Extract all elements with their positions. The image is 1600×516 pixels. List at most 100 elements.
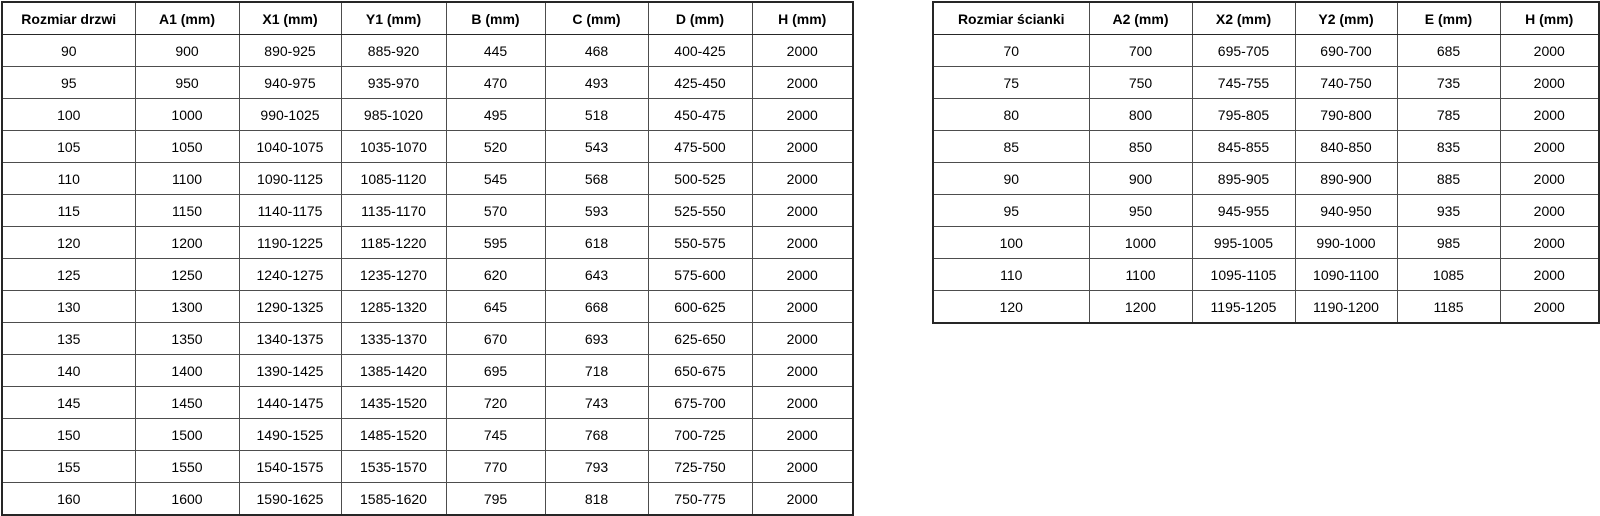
table-cell: 2000 bbox=[1499, 98, 1600, 131]
table-row: 140 1400 1390-1425 1385-1420 695 718 650-675 20… bbox=[1, 354, 854, 387]
table-cell: 643 bbox=[544, 258, 649, 291]
table-cell: 2000 bbox=[1499, 34, 1600, 67]
table-cell: 145 bbox=[1, 386, 136, 419]
table-cell: 2000 bbox=[751, 482, 854, 516]
table-cell: 940-975 bbox=[238, 66, 342, 99]
table-cell: 950 bbox=[1088, 194, 1193, 227]
table-cell: 1235-1270 bbox=[340, 258, 447, 291]
table-cell: 80 bbox=[932, 98, 1090, 131]
table-cell: 468 bbox=[544, 34, 649, 67]
table-cell: 890-900 bbox=[1294, 162, 1398, 195]
table-row: 120 1200 1195-1205 1190-1200 1185 2000 bbox=[932, 290, 1600, 324]
table-row: 150 1500 1490-1525 1485-1520 745 768 700-725 20… bbox=[1, 418, 854, 451]
table-cell: 1085-1120 bbox=[340, 162, 447, 195]
table-cell: 1090-1125 bbox=[238, 162, 342, 195]
column-header: B (mm) bbox=[445, 1, 546, 35]
table-cell: 425-450 bbox=[647, 66, 753, 99]
table-cell: 1350 bbox=[134, 322, 240, 355]
table-cell: 95 bbox=[932, 194, 1090, 227]
table-cell: 745 bbox=[445, 418, 546, 451]
table-cell: 1240-1275 bbox=[238, 258, 342, 291]
table-cell: 675-700 bbox=[647, 386, 753, 419]
table-row: 110 1100 1095-1105 1090-1100 1085 2000 bbox=[932, 258, 1600, 291]
table-cell: 990-1000 bbox=[1294, 226, 1398, 259]
table-row: 85 850 845-855 840-850 835 2000 bbox=[932, 130, 1600, 163]
table-cell: 135 bbox=[1, 322, 136, 355]
table-cell: 700-725 bbox=[647, 418, 753, 451]
table-cell: 990-1025 bbox=[238, 98, 342, 131]
column-header: X1 (mm) bbox=[238, 1, 342, 35]
table-cell: 985-1020 bbox=[340, 98, 447, 131]
table-cell: 1200 bbox=[1088, 290, 1193, 324]
table-row: 100 1000 995-1005 990-1000 985 2000 bbox=[932, 226, 1600, 259]
table-row: 105 1050 1040-1075 1035-1070 520 543 475-500 20… bbox=[1, 130, 854, 163]
table-cell: 2000 bbox=[751, 226, 854, 259]
table-cell: 1490-1525 bbox=[238, 418, 342, 451]
door-size-table: Rozmiar drzwi A1 (mm) X1 (mm) Y1 (mm) B (mm)… bbox=[1, 1, 854, 516]
table-cell: 725-750 bbox=[647, 450, 753, 483]
door-size-table-body: 90 900 890-925 885-920 445 468 400-425 2000 95 95… bbox=[1, 34, 854, 516]
table-row: 145 1450 1440-1475 1435-1520 720 743 675-700 20… bbox=[1, 386, 854, 419]
table-cell: 720 bbox=[445, 386, 546, 419]
table-row: 90 900 890-925 885-920 445 468 400-425 2000 bbox=[1, 34, 854, 67]
column-header: X2 (mm) bbox=[1191, 1, 1296, 35]
table-cell: 1550 bbox=[134, 450, 240, 483]
table-cell: 840-850 bbox=[1294, 130, 1398, 163]
table-cell: 1185 bbox=[1396, 290, 1501, 324]
table-cell: 115 bbox=[1, 194, 136, 227]
table-cell: 2000 bbox=[1499, 226, 1600, 259]
table-cell: 600-625 bbox=[647, 290, 753, 323]
table-cell: 940-950 bbox=[1294, 194, 1398, 227]
table-cell: 735 bbox=[1396, 66, 1501, 99]
table-cell: 2000 bbox=[751, 66, 854, 99]
table-cell: 835 bbox=[1396, 130, 1501, 163]
table-cell: 100 bbox=[932, 226, 1090, 259]
table-cell: 685 bbox=[1396, 34, 1501, 67]
table-row: 115 1150 1140-1175 1135-1170 570 593 525-550 20… bbox=[1, 194, 854, 227]
table-cell: 1440-1475 bbox=[238, 386, 342, 419]
table-cell: 120 bbox=[1, 226, 136, 259]
table-cell: 618 bbox=[544, 226, 649, 259]
table-cell: 500-525 bbox=[647, 162, 753, 195]
table-cell: 1090-1100 bbox=[1294, 258, 1398, 291]
table-cell: 400-425 bbox=[647, 34, 753, 67]
table-row: 80 800 795-805 790-800 785 2000 bbox=[932, 98, 1600, 131]
table-cell: 125 bbox=[1, 258, 136, 291]
table-cell: 475-500 bbox=[647, 130, 753, 163]
table-cell: 1250 bbox=[134, 258, 240, 291]
column-header: Y2 (mm) bbox=[1294, 1, 1398, 35]
table-row: 130 1300 1290-1325 1285-1320 645 668 600-625 20… bbox=[1, 290, 854, 323]
table-cell: 950 bbox=[134, 66, 240, 99]
table-cell: 1585-1620 bbox=[340, 482, 447, 516]
table-cell: 750 bbox=[1088, 66, 1193, 99]
table-cell: 2000 bbox=[751, 258, 854, 291]
table-cell: 2000 bbox=[751, 354, 854, 387]
table-cell: 790-800 bbox=[1294, 98, 1398, 131]
table-cell: 2000 bbox=[751, 322, 854, 355]
table-row: 95 950 945-955 940-950 935 2000 bbox=[932, 194, 1600, 227]
table-cell: 1290-1325 bbox=[238, 290, 342, 323]
table-cell: 885-920 bbox=[340, 34, 447, 67]
table-cell: 793 bbox=[544, 450, 649, 483]
table-cell: 2000 bbox=[1499, 130, 1600, 163]
table-cell: 150 bbox=[1, 418, 136, 451]
table-cell: 740-750 bbox=[1294, 66, 1398, 99]
table-cell: 885 bbox=[1396, 162, 1501, 195]
table-cell: 1000 bbox=[1088, 226, 1193, 259]
table-cell: 2000 bbox=[1499, 258, 1600, 291]
column-header: C (mm) bbox=[544, 1, 649, 35]
table-cell: 110 bbox=[1, 162, 136, 195]
table-cell: 1540-1575 bbox=[238, 450, 342, 483]
table-cell: 568 bbox=[544, 162, 649, 195]
table-cell: 593 bbox=[544, 194, 649, 227]
table-cell: 595 bbox=[445, 226, 546, 259]
table-cell: 770 bbox=[445, 450, 546, 483]
table-cell: 718 bbox=[544, 354, 649, 387]
table-row: 100 1000 990-1025 985-1020 495 518 450-475 2000 bbox=[1, 98, 854, 131]
table-cell: 2000 bbox=[1499, 162, 1600, 195]
column-header: E (mm) bbox=[1396, 1, 1501, 35]
table-cell: 645 bbox=[445, 290, 546, 323]
table-cell: 1590-1625 bbox=[238, 482, 342, 516]
table-cell: 800 bbox=[1088, 98, 1193, 131]
column-header: Rozmiar ścianki bbox=[932, 1, 1090, 35]
